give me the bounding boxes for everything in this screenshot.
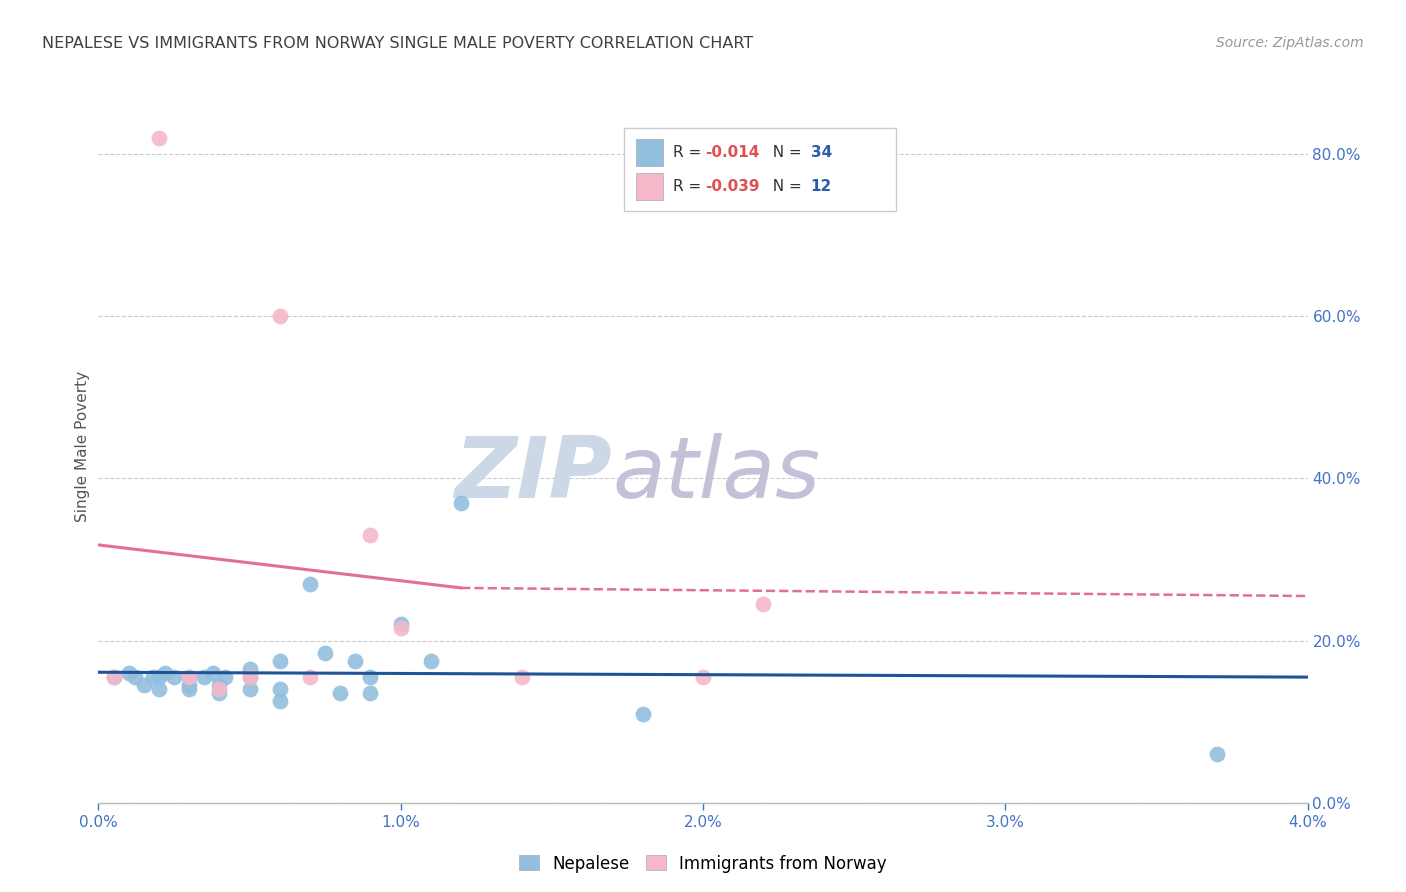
Point: [239, 682, 262, 697]
Point: [450, 496, 472, 510]
Point: [132, 678, 155, 692]
FancyBboxPatch shape: [637, 139, 664, 166]
FancyBboxPatch shape: [624, 128, 897, 211]
Point: [329, 686, 352, 700]
Point: [208, 686, 231, 700]
Point: [299, 577, 322, 591]
Point: [420, 654, 443, 668]
Point: [179, 678, 201, 692]
Point: [752, 597, 775, 611]
Point: [103, 670, 125, 684]
Point: [179, 670, 201, 684]
Point: [148, 131, 170, 145]
Point: [344, 654, 367, 668]
Point: [118, 666, 141, 681]
Text: -0.014: -0.014: [706, 145, 759, 160]
Point: [269, 310, 291, 324]
Point: [153, 666, 176, 681]
Text: atlas: atlas: [613, 433, 820, 516]
Point: [239, 662, 262, 676]
Point: [208, 682, 231, 697]
Text: N =: N =: [763, 179, 807, 194]
FancyBboxPatch shape: [637, 173, 664, 200]
Point: [360, 528, 382, 542]
Point: [142, 670, 165, 684]
Point: [148, 670, 170, 684]
Text: Source: ZipAtlas.com: Source: ZipAtlas.com: [1216, 36, 1364, 50]
Point: [314, 646, 336, 660]
Point: [389, 617, 412, 632]
Point: [208, 678, 231, 692]
Text: N =: N =: [763, 145, 807, 160]
Text: 12: 12: [811, 179, 832, 194]
Point: [360, 686, 382, 700]
Text: R =: R =: [673, 145, 706, 160]
Point: [1206, 747, 1229, 761]
Point: [389, 622, 412, 636]
Text: NEPALESE VS IMMIGRANTS FROM NORWAY SINGLE MALE POVERTY CORRELATION CHART: NEPALESE VS IMMIGRANTS FROM NORWAY SINGL…: [42, 36, 754, 51]
Point: [148, 682, 170, 697]
Point: [193, 670, 215, 684]
Point: [163, 670, 186, 684]
Point: [239, 670, 262, 684]
Text: 34: 34: [811, 145, 832, 160]
Point: [692, 670, 714, 684]
Point: [124, 670, 146, 684]
Point: [179, 670, 201, 684]
Text: R =: R =: [673, 179, 706, 194]
Point: [510, 670, 533, 684]
Legend: Nepalese, Immigrants from Norway: Nepalese, Immigrants from Norway: [512, 848, 894, 880]
Point: [103, 670, 125, 684]
Point: [269, 682, 291, 697]
Point: [202, 666, 225, 681]
Text: -0.039: -0.039: [706, 179, 759, 194]
Point: [269, 654, 291, 668]
Point: [631, 706, 654, 721]
Y-axis label: Single Male Poverty: Single Male Poverty: [75, 370, 90, 522]
Point: [214, 670, 236, 684]
Point: [239, 670, 262, 684]
Point: [360, 670, 382, 684]
Point: [179, 682, 201, 697]
Point: [299, 670, 322, 684]
Point: [269, 694, 291, 708]
Text: ZIP: ZIP: [454, 433, 613, 516]
